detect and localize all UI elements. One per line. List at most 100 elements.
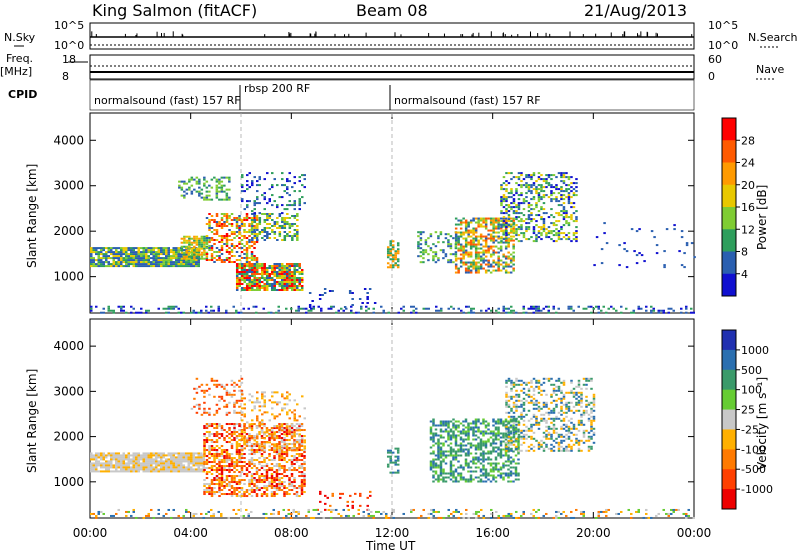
power-cell — [540, 238, 543, 241]
power-cell — [552, 240, 556, 243]
power-cell — [417, 255, 420, 258]
power-cell — [457, 269, 460, 272]
power-cell — [102, 263, 105, 266]
velocity-cell — [243, 429, 246, 432]
velocity-cell — [439, 446, 443, 449]
power-cell — [170, 249, 173, 252]
power-cell — [454, 263, 458, 266]
velocity-cell — [142, 468, 145, 471]
velocity-cell — [147, 470, 150, 473]
power-cell — [537, 210, 541, 213]
power-cell — [517, 216, 521, 219]
velocity-cell — [155, 470, 158, 473]
power-cell — [248, 241, 251, 243]
power-cell — [489, 237, 493, 240]
power-cell — [180, 247, 184, 250]
power-cell — [497, 225, 500, 228]
power-cell — [470, 309, 473, 312]
velocity-cell — [175, 452, 178, 455]
cpid-strip — [89, 79, 695, 111]
power-cell — [605, 242, 609, 245]
velocity-cell — [265, 495, 269, 498]
velocity-cell — [233, 471, 236, 474]
power-cell — [235, 273, 239, 275]
velocity-cell — [245, 427, 249, 430]
velocity-cell — [213, 459, 216, 462]
power-cell — [122, 265, 125, 268]
velocity-cell — [248, 437, 251, 440]
velocity-cell — [97, 460, 100, 463]
power-cell — [680, 236, 684, 239]
power-cell — [560, 204, 563, 207]
velocity-cell — [507, 430, 510, 433]
power-cell — [550, 232, 553, 235]
velocity-cell — [275, 447, 279, 450]
power-cell — [95, 259, 98, 262]
power-cell — [510, 188, 513, 191]
power-cell — [155, 259, 158, 262]
velocity-cell — [437, 476, 440, 479]
power-cell — [507, 251, 510, 254]
velocity-cell — [467, 478, 470, 481]
velocity-cell — [218, 383, 221, 386]
power-panel-ytick-label: 2000 — [53, 224, 84, 238]
power-cell — [203, 239, 206, 242]
velocity-cell — [464, 454, 468, 457]
power-cell — [145, 263, 148, 266]
velocity-cell — [112, 456, 115, 459]
velocity-cell — [464, 478, 468, 481]
velocity-cell — [170, 466, 173, 469]
velocity-cell — [228, 457, 231, 460]
power-cell — [195, 253, 198, 256]
velocity-cell — [167, 452, 170, 455]
power-cell — [175, 259, 178, 262]
power-cell — [484, 251, 488, 254]
power-cell — [522, 198, 526, 201]
power-cell — [110, 251, 113, 254]
power-cell — [504, 245, 508, 248]
power-cell — [562, 194, 566, 197]
power-cell — [228, 247, 231, 249]
power-cell — [562, 172, 566, 175]
power-cell — [537, 188, 541, 191]
power-cell — [276, 204, 279, 207]
power-cell — [271, 213, 274, 215]
velocity-cell — [293, 399, 296, 402]
velocity-cell — [97, 454, 100, 457]
velocity-cell — [197, 464, 200, 467]
power-cell — [240, 275, 244, 277]
velocity-cell — [140, 458, 143, 461]
velocity-cell — [223, 387, 226, 390]
power-cell — [419, 251, 423, 254]
power-cell — [268, 217, 272, 219]
power-cell — [220, 225, 224, 227]
velocity-cell — [250, 445, 254, 448]
power-cell — [230, 223, 234, 225]
velocity-cell — [278, 467, 281, 470]
velocity-cell — [238, 449, 241, 452]
power-cell — [162, 249, 165, 252]
velocity-cell — [208, 485, 211, 488]
velocity-cell — [484, 472, 488, 475]
power-cell — [132, 257, 135, 260]
velocity-cell — [203, 433, 206, 436]
power-cell — [208, 225, 211, 227]
power-cell — [228, 235, 231, 237]
power-cell — [472, 231, 475, 234]
power-cell — [95, 249, 98, 252]
power-cell — [610, 305, 613, 308]
velocity-cell — [230, 475, 234, 478]
velocity-cell — [122, 458, 125, 461]
velocity-cell — [293, 415, 296, 418]
velocity-cell — [472, 458, 475, 461]
power-cell — [135, 255, 138, 258]
power-cell — [261, 229, 264, 231]
power-cell — [459, 233, 463, 236]
power-cell — [167, 265, 170, 268]
velocity-cell — [273, 495, 276, 498]
power-cell — [107, 249, 110, 252]
velocity-cell — [135, 458, 138, 461]
power-cell — [502, 267, 505, 270]
power-cell — [253, 269, 256, 271]
power-cell — [172, 263, 175, 266]
